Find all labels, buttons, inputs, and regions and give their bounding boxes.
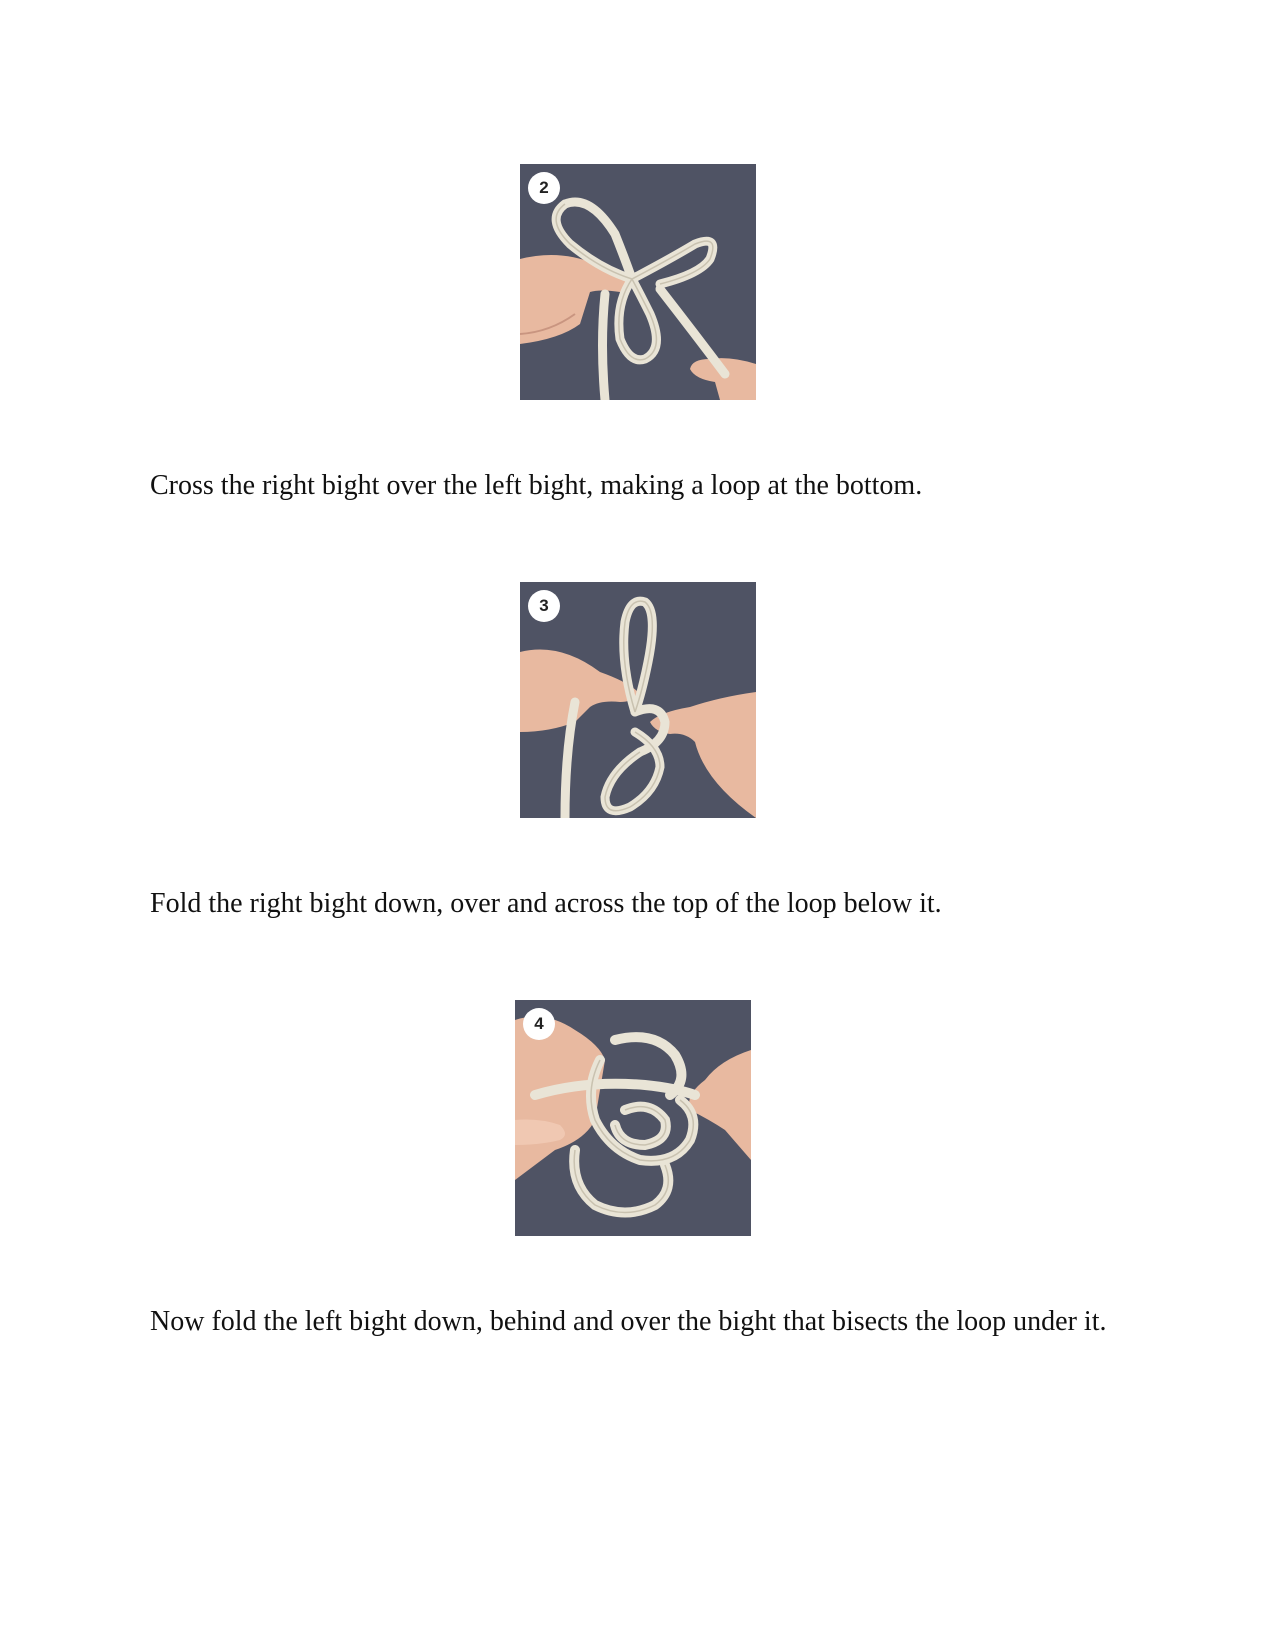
step-4-caption: Now fold the left bight down, behind and… — [150, 1306, 1107, 1337]
step-number-badge: 3 — [528, 590, 560, 622]
step-2-photo: 2 — [520, 164, 756, 400]
step-3-photo: 3 — [520, 582, 756, 818]
rope-knot-illustration-step-3 — [520, 582, 756, 818]
rope-knot-illustration-step-4 — [515, 1000, 751, 1236]
step-number-badge: 4 — [523, 1008, 555, 1040]
step-number-badge: 2 — [528, 172, 560, 204]
step-3-caption: Fold the right bight down, over and acro… — [150, 888, 942, 919]
rope-knot-illustration-step-2 — [520, 164, 756, 400]
step-2-caption: Cross the right bight over the left bigh… — [150, 470, 923, 501]
step-4-photo: 4 — [515, 1000, 751, 1236]
